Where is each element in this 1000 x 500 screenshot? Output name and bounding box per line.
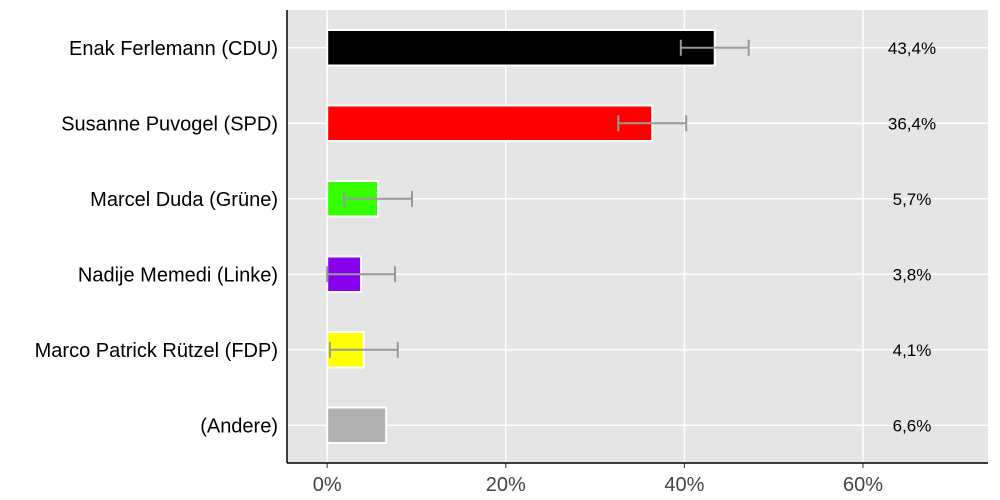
- error-bar-2: [343, 190, 414, 207]
- error-bars: [326, 39, 750, 358]
- value-label-3: 3,8%: [893, 265, 932, 284]
- category-label-1: Susanne Puvogel (SPD): [61, 113, 278, 135]
- value-label-5: 6,6%: [893, 416, 932, 435]
- category-labels: Enak Ferlemann (CDU) Susanne Puvogel (SPD…: [35, 38, 278, 438]
- error-bar-1: [617, 115, 688, 132]
- x-tick-label-2: 40%: [664, 474, 704, 496]
- x-tick-label-0: 0%: [313, 474, 342, 496]
- error-bar-3: [326, 266, 397, 283]
- bar-0: [326, 29, 716, 67]
- category-label-0: Enak Ferlemann (CDU): [69, 38, 278, 60]
- value-label-2: 5,7%: [893, 190, 932, 209]
- category-label-3: Nadije Memedi (Linke): [78, 264, 278, 286]
- category-label-5: (Andere): [200, 415, 278, 437]
- error-bar-0: [679, 39, 750, 56]
- error-bar-4: [328, 341, 399, 358]
- value-labels: 43,4% 36,4% 5,7% 3,8% 4,1% 6,6%: [888, 39, 936, 436]
- category-label-4: Marco Patrick Rützel (FDP): [35, 340, 278, 362]
- x-axis-ticks: 0% 20% 40% 60%: [313, 463, 883, 496]
- bar-5: [326, 406, 388, 444]
- value-label-0: 43,4%: [888, 39, 936, 58]
- category-label-2: Marcel Duda (Grüne): [90, 189, 278, 211]
- value-label-1: 36,4%: [888, 114, 936, 133]
- x-tick-label-3: 60%: [843, 474, 883, 496]
- bar-1: [326, 104, 654, 142]
- x-tick-label-1: 20%: [486, 474, 526, 496]
- plot-panel: [287, 10, 988, 463]
- value-label-4: 4,1%: [893, 341, 932, 360]
